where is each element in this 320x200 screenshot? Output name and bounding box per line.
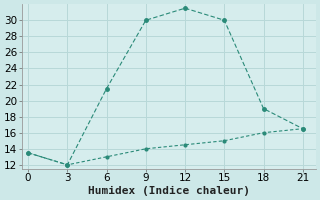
X-axis label: Humidex (Indice chaleur): Humidex (Indice chaleur) [88,186,250,196]
